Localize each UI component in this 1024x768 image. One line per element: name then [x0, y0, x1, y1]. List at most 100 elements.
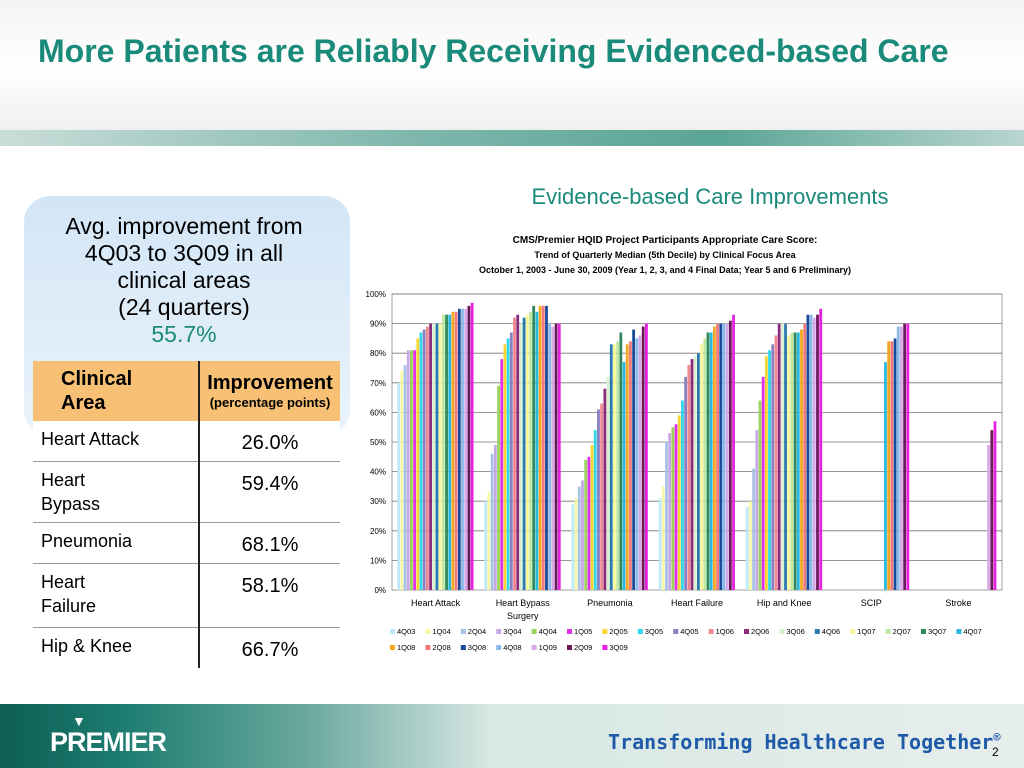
- legend-label: 1Q07: [857, 627, 875, 636]
- bar: [777, 323, 781, 590]
- bar: [448, 314, 452, 590]
- legend-swatch: [390, 629, 395, 634]
- bar: [803, 323, 807, 590]
- bar: [435, 323, 439, 590]
- bar: [535, 311, 539, 590]
- bar: [987, 444, 990, 590]
- bar: [590, 444, 594, 590]
- bar: [600, 403, 604, 590]
- bar: [671, 427, 675, 590]
- bar: [503, 344, 507, 590]
- legend-label: 2Q07: [893, 627, 911, 636]
- bar: [745, 507, 749, 590]
- bar: [603, 388, 607, 590]
- y-tick-label: 40%: [370, 468, 386, 477]
- bar: [771, 344, 775, 590]
- legend-label: 2Q04: [468, 627, 486, 636]
- row-value: 66.7%: [241, 639, 299, 661]
- improvement-table: Clinical Area Improvement (percentage poin…: [33, 361, 340, 668]
- bar: [522, 317, 526, 590]
- premier-logo-mark-icon: ▼: [72, 713, 86, 729]
- bar: [571, 504, 575, 590]
- bar: [587, 456, 591, 590]
- bar: [706, 332, 710, 590]
- legend-swatch: [708, 629, 714, 634]
- chart-subtitle-2: October 1, 2003 - June 30, 2009 (Year 1,…: [479, 265, 851, 275]
- legend-label: 4Q07: [963, 627, 981, 636]
- chart-subtitle-1: Trend of Quarterly Median (5th Decile) b…: [534, 250, 796, 260]
- legend-swatch: [673, 629, 679, 634]
- bar: [597, 409, 600, 590]
- bar: [464, 308, 468, 590]
- bar: [541, 305, 545, 590]
- bar: [684, 376, 688, 590]
- footer-tagline: Transforming Healthcare Together®: [608, 730, 1001, 754]
- row-value: 59.4%: [199, 461, 340, 523]
- y-tick-label: 30%: [370, 497, 386, 506]
- legend-swatch: [744, 629, 749, 634]
- bar: [538, 305, 542, 590]
- bar: [500, 359, 504, 590]
- bar: [516, 314, 520, 590]
- x-tick-label: SCIP: [861, 598, 882, 608]
- bar: [432, 323, 436, 590]
- legend-label: 4Q03: [397, 627, 415, 636]
- bar: [677, 415, 681, 590]
- chart-heading: Evidence-based Care Improvements: [531, 184, 889, 209]
- bar: [622, 362, 626, 590]
- bar: [800, 329, 803, 590]
- legend-label: 4Q04: [539, 627, 557, 636]
- bar: [722, 323, 726, 590]
- bar: [451, 311, 455, 590]
- table-row: Pneumonia 68.1%: [33, 522, 340, 564]
- bar: [748, 501, 752, 590]
- bar: [793, 332, 797, 590]
- bar: [755, 430, 759, 590]
- legend-swatch: [956, 629, 962, 634]
- bar: [506, 338, 510, 590]
- bar: [493, 444, 497, 590]
- bar: [416, 338, 420, 590]
- bar: [632, 329, 636, 590]
- legend-swatch: [602, 629, 608, 634]
- bar: [893, 338, 897, 590]
- legend-label: 1Q08: [397, 643, 415, 652]
- table-row: Heart Bypass 59.4%: [33, 461, 340, 523]
- bar: [890, 341, 894, 590]
- bar: [574, 498, 578, 590]
- table-header-row: Clinical Area Improvement (percentage poin…: [33, 361, 340, 421]
- bar: [819, 308, 823, 590]
- legend-swatch: [531, 645, 537, 650]
- legend-label: 1Q05: [574, 627, 592, 636]
- summary-line-2: 4Q03 to 3Q09 in all: [84, 240, 284, 266]
- bar: [581, 480, 584, 590]
- legend-swatch: [567, 645, 572, 650]
- bar: [681, 400, 684, 590]
- footer-bar: [0, 704, 1024, 768]
- x-tick-label: Heart Failure: [671, 598, 723, 608]
- legend-label: 1Q06: [716, 627, 734, 636]
- bar: [532, 305, 536, 590]
- table-row: Hip & Knee 66.7%: [33, 627, 340, 668]
- row-area: Heart Attack: [33, 421, 200, 462]
- bar: [419, 332, 423, 590]
- legend-swatch: [425, 629, 431, 634]
- chart-title: CMS/Premier HQID Project Participants Ap…: [513, 235, 818, 246]
- legend-swatch: [531, 629, 537, 634]
- bar: [812, 317, 816, 590]
- summary-value: 55.7%: [151, 321, 217, 347]
- bar: [457, 308, 461, 590]
- bar: [884, 362, 887, 590]
- header-area-line-2: Area: [61, 392, 106, 414]
- bar: [484, 501, 488, 590]
- legend-swatch: [885, 629, 891, 634]
- summary-line-4: (24 quarters): [118, 294, 250, 320]
- bar: [548, 323, 552, 590]
- x-tick-label-cont: Surgery: [507, 611, 539, 621]
- row-area: Pneumonia: [33, 522, 200, 564]
- table-row: Heart Attack 26.0%: [33, 421, 340, 462]
- x-tick-label: Stroke: [945, 598, 971, 608]
- bar: [606, 376, 610, 590]
- bar: [425, 326, 429, 590]
- bar: [635, 338, 639, 590]
